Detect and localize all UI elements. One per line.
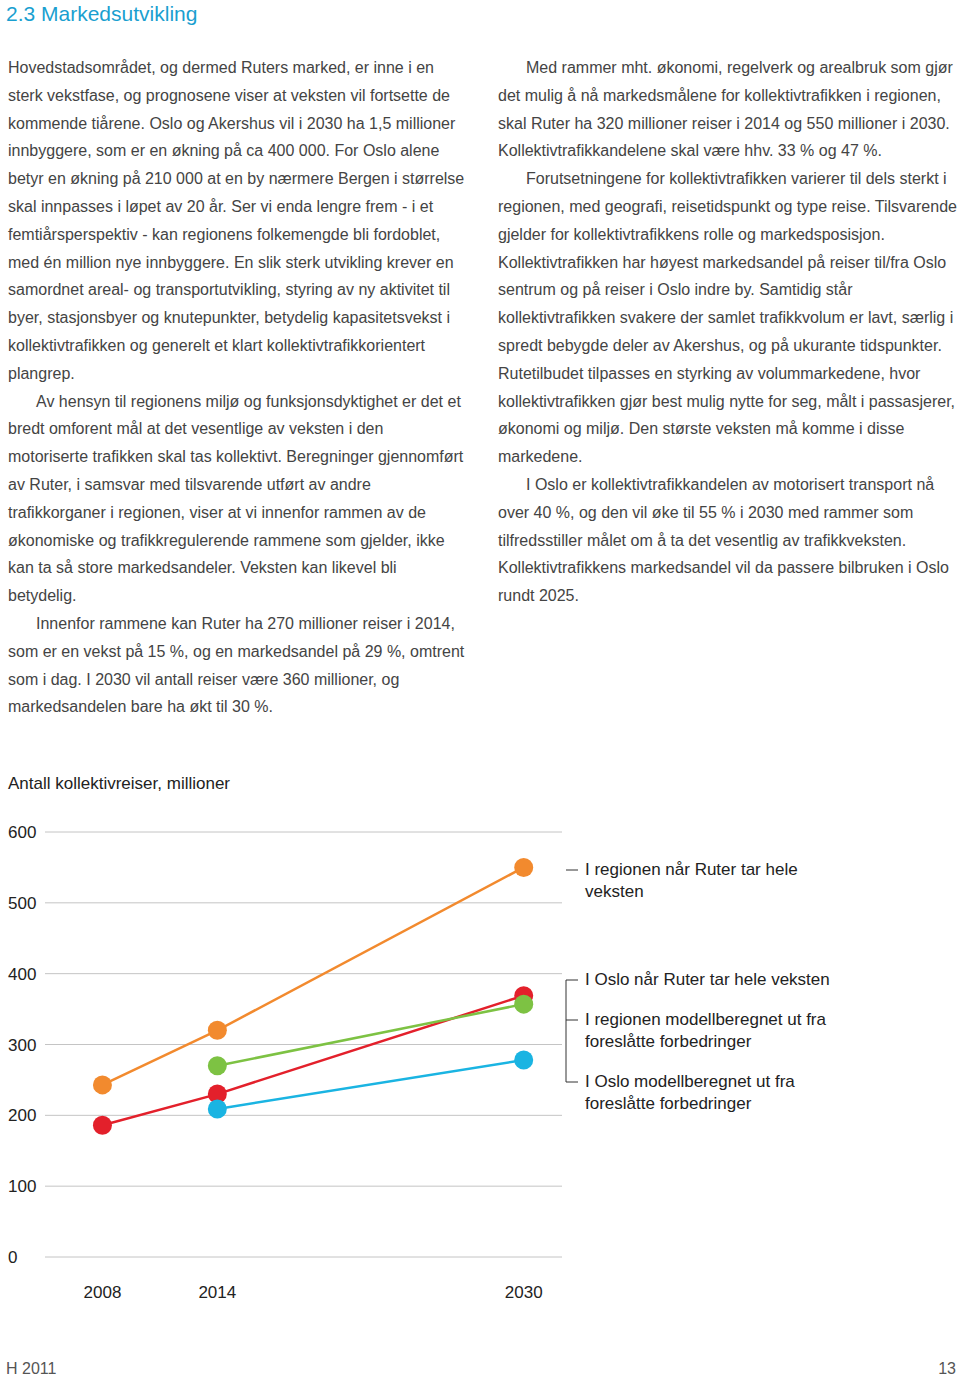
point [93,1116,112,1135]
x-tick-label: 2030 [505,1283,543,1302]
grid-line [45,973,562,974]
point [208,1021,227,1040]
y-tick-label: 200 [8,1106,36,1125]
legend-leader [566,1020,578,1021]
point [514,1051,533,1070]
chart-title: Antall kollektivreiser, millioner [8,774,230,794]
x-tick-label: 2008 [84,1283,122,1302]
plot-area [93,858,533,1135]
grid-line [45,1115,562,1116]
grid-line [45,832,562,833]
y-tick-label: 400 [8,965,36,984]
y-tick-label: 600 [8,823,36,842]
paragraph: Innenfor rammene kan Ruter ha 270 millio… [8,610,466,721]
paragraph: Av hensyn til regionens miljø og funksjo… [8,388,466,610]
paragraph: Forutsetningene for kollektivtrafikken v… [498,165,958,471]
page-title: 2.3 Markedsutvikling [6,2,197,26]
grid-line [45,1044,562,1045]
y-tick-label: 500 [8,894,36,913]
footer-left: H 2011 [6,1360,56,1378]
series-line [217,1004,523,1066]
series-line [217,1060,523,1109]
text-column: Hovedstadsområdet, og dermed Ruters mark… [8,54,466,721]
paragraph: I Oslo er kollektivtrafikkandelen av mot… [498,471,958,610]
series-line [102,867,523,1084]
legend-entry: I regionen modellberegnet ut fra foreslå… [585,1009,855,1053]
legend-entry: I Oslo når Ruter tar hele veksten [585,969,855,991]
point [208,1099,227,1118]
page-number: 13 [938,1360,956,1378]
series-line [102,996,523,1126]
legend-leader [566,980,567,1082]
grid-line [45,1186,562,1187]
point [208,1056,227,1075]
paragraph: Med rammer mht. økonomi, regelverk og ar… [498,54,958,165]
point [514,858,533,877]
legend-entry: I regionen når Ruter tar hele veksten [585,859,855,903]
y-tick-label: 100 [8,1177,36,1196]
y-tick-label: 0 [8,1248,17,1267]
x-tick-label: 2014 [198,1283,236,1302]
grid-line [45,902,562,903]
legend-entry: I Oslo modellberegnet ut fra foreslåtte … [585,1071,855,1115]
legend-leader [566,1082,578,1083]
y-tick-label: 300 [8,1036,36,1055]
point [93,1075,112,1094]
paragraph: Hovedstadsområdet, og dermed Ruters mark… [8,54,466,388]
grid-line [45,1257,562,1258]
chart: 0 100 200 300 400 500 600 2008 2014 2030 [0,0,960,1379]
text-column: Med rammer mht. økonomi, regelverk og ar… [498,54,958,610]
legend-leader [566,980,578,981]
point [514,995,533,1014]
